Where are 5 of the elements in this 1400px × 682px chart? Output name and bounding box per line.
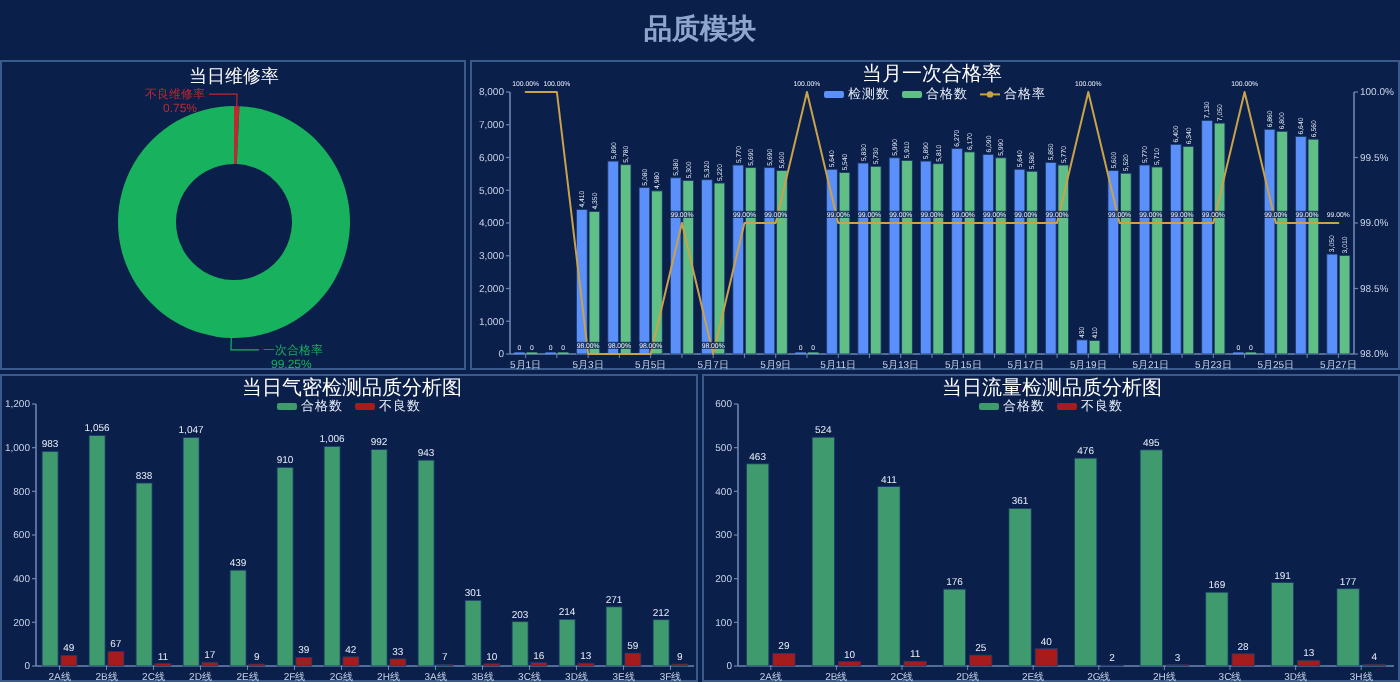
chart-title: 当月一次合格率 [862,62,1002,86]
chart-title: 当日气密检测品质分析图 [242,376,462,400]
text: 品质模块 [644,12,756,44]
chart-title: 当日流量检测品质分析图 [942,376,1162,400]
chart-title: 当日维修率 [189,66,279,86]
